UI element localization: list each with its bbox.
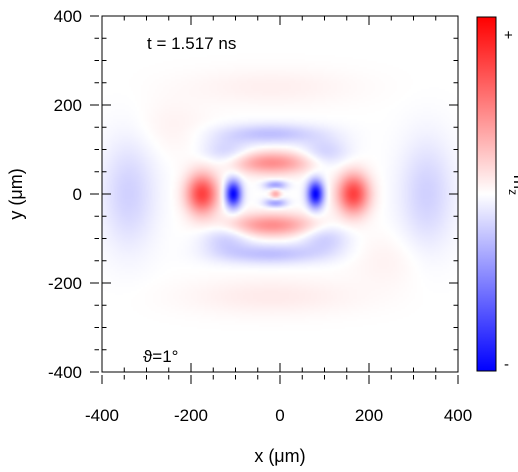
colorbar-label-main: m <box>510 175 518 189</box>
x-tick-label: 0 <box>275 406 284 425</box>
colorbar <box>476 16 497 372</box>
y-tick-label: 0 <box>73 185 82 204</box>
colorbar-min-label: - <box>504 356 509 373</box>
x-tick-label: -200 <box>174 406 208 425</box>
x-tick-label: -400 <box>85 406 119 425</box>
svg-text:mz: mz <box>506 175 518 195</box>
colorbar-max-label: + <box>504 27 513 44</box>
x-axis-label: x (μm) <box>254 446 305 466</box>
colorbar-label-subscript: z <box>506 189 518 195</box>
angle-annotation: ϑ=1° <box>143 347 178 366</box>
y-tick-label: 400 <box>54 7 82 26</box>
y-tick-label: -200 <box>48 274 82 293</box>
axis-tick-labels: -400 -200 0 200 400 -400 -200 0 200 400 <box>48 7 472 425</box>
colorbar-label: mz <box>506 175 518 195</box>
y-tick-label: -400 <box>48 363 82 382</box>
y-axis-label: y (μm) <box>6 168 26 219</box>
y-tick-label: 200 <box>54 96 82 115</box>
x-tick-label: 200 <box>355 406 383 425</box>
time-annotation: t = 1.517 ns <box>147 34 236 53</box>
heatmap-image <box>102 16 458 372</box>
x-tick-label: 400 <box>444 406 472 425</box>
